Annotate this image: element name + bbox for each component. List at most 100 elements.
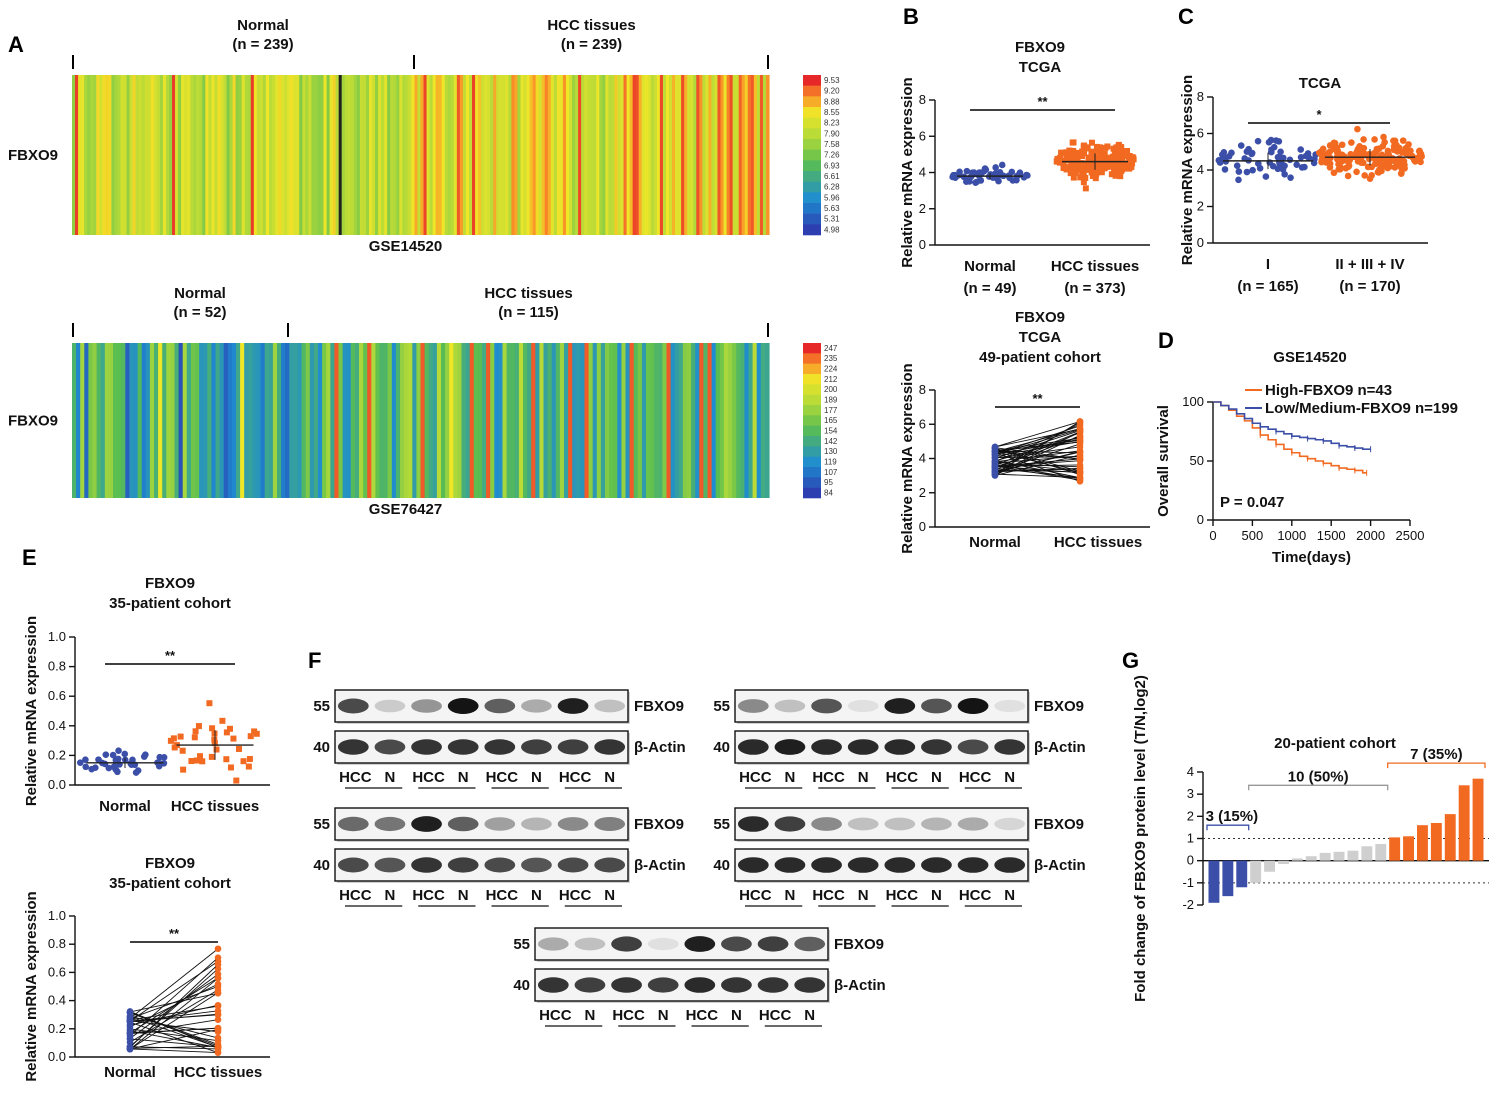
- x-tick-label: 2500: [1396, 528, 1425, 543]
- data-point: [1116, 148, 1123, 155]
- y-tick-label: 2: [919, 201, 926, 216]
- heatmap-cell: [231, 343, 237, 498]
- heatmap-cell: [523, 75, 528, 235]
- heatmap-cell: [670, 343, 676, 498]
- heatmap-cell: [659, 75, 664, 235]
- heatmap-cell: [309, 343, 315, 498]
- data-point: [214, 1026, 222, 1033]
- data-point: [1076, 435, 1084, 443]
- heatmap-cell: [162, 343, 167, 498]
- heatmap-cell: [506, 343, 512, 498]
- data-point: [126, 1008, 134, 1016]
- y-tick-label: 2: [1197, 199, 1204, 214]
- heatmap-cell: [414, 75, 419, 235]
- lane-label: HCC: [686, 1007, 719, 1024]
- scale-value: 177: [824, 406, 838, 415]
- heatmap-cell: [578, 75, 582, 235]
- heatmap-cell: [541, 75, 546, 235]
- pair-line: [129, 964, 219, 1048]
- data-point: [1115, 141, 1122, 148]
- y-tick-label: 2: [919, 485, 926, 500]
- data-point: [1076, 475, 1084, 483]
- data-point: [1391, 164, 1399, 171]
- data-point: [193, 757, 200, 764]
- heatmap-cell: [738, 75, 743, 235]
- heatmap-cell: [662, 75, 667, 235]
- data-point: [1333, 152, 1341, 160]
- data-point: [1249, 166, 1256, 174]
- panel-letter-E: E: [22, 545, 37, 570]
- blot-band: [411, 739, 442, 755]
- heatmap-cell: [359, 75, 364, 235]
- heatmap-cell: [481, 75, 485, 235]
- heatmap-cell: [395, 343, 401, 498]
- blot-band: [411, 699, 442, 713]
- pair-line: [994, 428, 1081, 448]
- heatmap-cell: [317, 75, 322, 235]
- blot-band: [594, 857, 626, 873]
- y-axis-label: Relative mRNA expression: [1179, 75, 1196, 265]
- heatmap-cell: [465, 343, 471, 498]
- data-point: [1110, 145, 1117, 152]
- scale-value: 165: [824, 416, 838, 425]
- data-point: [92, 764, 99, 772]
- heatmap-cell: [708, 75, 713, 235]
- heatmap-cell: [445, 343, 450, 498]
- data-point: [214, 1016, 222, 1024]
- heatmap-cell: [726, 75, 731, 235]
- chart-subtitle: TCGA: [1019, 59, 1062, 76]
- pair-line: [994, 431, 1081, 476]
- heatmap-cell: [158, 343, 163, 498]
- blot-band: [847, 699, 879, 713]
- heatmap-cell: [362, 75, 367, 235]
- lane-label: HCC: [739, 769, 772, 786]
- panel-letter-G: G: [1122, 648, 1139, 673]
- y-tick-label: 0.6: [48, 964, 66, 979]
- heatmap-cell: [219, 343, 225, 498]
- heatmap-cell: [447, 75, 452, 235]
- bar: [1291, 858, 1303, 861]
- heatmap-cell: [765, 75, 770, 235]
- heatmap-cell: [330, 343, 335, 498]
- heatmap-cell: [599, 75, 603, 235]
- data-point: [1081, 142, 1088, 149]
- data-point: [1293, 161, 1300, 169]
- lane-label: HCC: [886, 887, 919, 904]
- data-point: [126, 1016, 134, 1024]
- data-point: [1335, 160, 1342, 168]
- lane-label: N: [604, 769, 615, 786]
- heatmap-cell: [490, 75, 494, 235]
- data-point: [206, 700, 213, 707]
- heatmap-cell: [344, 75, 349, 235]
- heatmap-cell: [81, 75, 85, 235]
- blot-band: [921, 857, 952, 873]
- heatmap-cell: [450, 75, 455, 235]
- data-point: [1262, 173, 1270, 180]
- data-point: [991, 468, 999, 476]
- data-point: [963, 167, 971, 175]
- lane-label: HCC: [886, 769, 919, 786]
- legend-label: High-FBXO9 n=43: [1265, 382, 1392, 399]
- heatmap-cell: [605, 343, 610, 498]
- data-point: [111, 763, 118, 770]
- heatmap-cell: [735, 75, 740, 235]
- heatmap-cell: [720, 75, 725, 235]
- heatmap-cell: [705, 75, 709, 235]
- heatmap-cell: [429, 75, 434, 235]
- heatmap-cell: [575, 75, 579, 235]
- heatmap-cell: [378, 75, 382, 235]
- x-tick-label: 500: [1242, 528, 1264, 543]
- blot-band: [647, 977, 679, 993]
- heatmap-cell: [490, 343, 495, 498]
- blot-band: [557, 857, 589, 873]
- heatmap-cell: [587, 75, 591, 235]
- data-point: [214, 945, 222, 953]
- heatmap-cell: [608, 75, 613, 235]
- data-point: [1084, 145, 1091, 152]
- scale-swatch: [803, 415, 821, 426]
- lane-label: HCC: [539, 1007, 572, 1024]
- chart-E2: 0.0 0.2 0.4 0.6 0.8 1.0 Relative mRNA expressi…: [23, 855, 270, 1082]
- heatmap-cell: [729, 75, 734, 235]
- blot-band: [994, 857, 1026, 873]
- heatmap-cell: [123, 75, 128, 235]
